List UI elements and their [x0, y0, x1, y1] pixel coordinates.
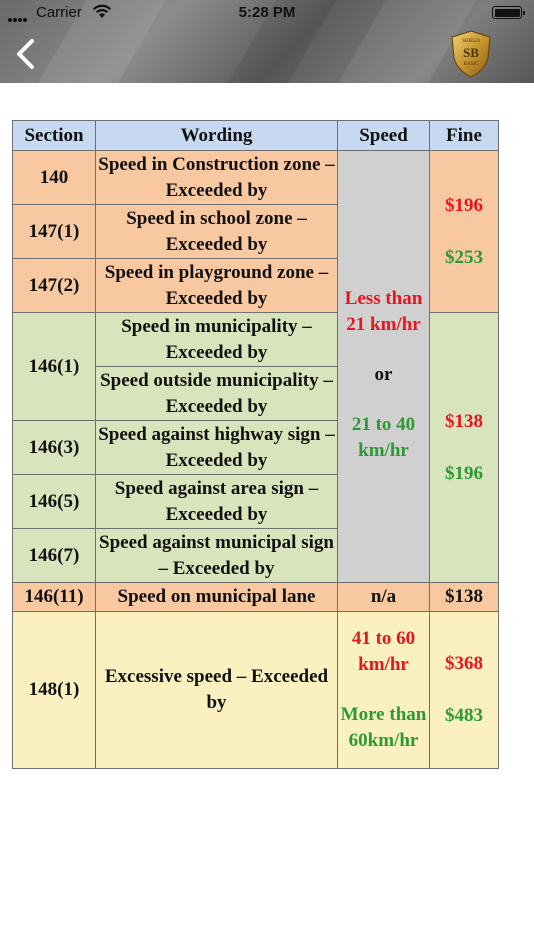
speed-low-text: 41 to 60 km/hr — [351, 628, 416, 675]
wifi-icon — [93, 4, 111, 18]
table-row: 147(2) Speed in playground zone – Exceed… — [12, 258, 499, 313]
wording-cell: Speed outside municipality – Exceeded by — [95, 366, 338, 421]
wording-cell: Excessive speed – Exceeded by — [95, 611, 338, 769]
battery-icon — [492, 6, 525, 19]
wording-cell: Speed in Construction zone – Exceeded by — [95, 150, 338, 205]
nav-header: Carrier 5:28 PM SHIELD SB BASIC — [0, 0, 534, 83]
wording-cell: Speed against highway sign – Exceeded by — [95, 420, 338, 475]
table-row: 148(1) Excessive speed – Exceeded by 41 … — [12, 611, 499, 769]
speed-high-text: 21 to 40 km/hr — [351, 413, 416, 461]
wording-cell: Speed in school zone – Exceeded by — [95, 204, 338, 259]
section-cell: 146(11) — [12, 582, 96, 612]
wording-cell: Speed in municipality – Exceeded by — [95, 312, 338, 367]
table-row: 146(7) Speed against municipal sign – Ex… — [12, 528, 499, 583]
fine-orange-cell: $196 $253 — [429, 150, 499, 313]
wording-cell: Speed on municipal lane — [95, 582, 338, 612]
speed-low-text: Less than 21 km/hr — [344, 287, 423, 335]
fine-high-text: $483 — [445, 705, 483, 726]
table-row: 146(3) Speed against highway sign – Exce… — [12, 420, 499, 475]
signal-icon — [8, 9, 28, 26]
wording-cell: Speed against area sign – Exceeded by — [95, 474, 338, 529]
table-row: Speed outside municipality – Exceeded by — [13, 366, 499, 421]
section-cell: 146(5) — [12, 474, 96, 529]
excessive-speed-cell: 41 to 60 km/hr More than 60km/hr — [337, 611, 430, 769]
speeding-fines-table: Section Wording Speed Fine 140 Speed in … — [12, 120, 499, 769]
table-row: 146(5) Speed against area sign – Exceede… — [12, 474, 499, 529]
status-bar: Carrier 5:28 PM — [0, 0, 534, 26]
fine-low-text: $138 — [445, 410, 483, 432]
fine-low-text: $368 — [445, 653, 483, 674]
section-cell: 140 — [12, 150, 96, 205]
speed-or-text: or — [374, 363, 393, 385]
section-cell: 146(7) — [12, 528, 96, 583]
table-row: 147(1) Speed in school zone – Exceeded b… — [12, 204, 499, 259]
fine-high-text: $196 — [445, 462, 483, 484]
carrier-label: Carrier — [36, 4, 82, 21]
logo-mid-text: SB — [463, 45, 479, 60]
section-cell: 146(1) — [12, 312, 96, 421]
header-wording: Wording — [95, 120, 338, 151]
header-speed: Speed — [337, 120, 430, 151]
section-cell: 147(1) — [12, 204, 96, 259]
wording-cell: Speed against municipal sign – Exceeded … — [95, 528, 338, 583]
logo-bottom-text: BASIC — [464, 62, 479, 67]
table-header-row: Section Wording Speed Fine — [12, 120, 499, 151]
table-row: 140 Speed in Construction zone – Exceede… — [12, 150, 499, 583]
status-time: 5:28 PM — [238, 4, 296, 21]
shield-logo-icon: SHIELD SB BASIC — [451, 30, 491, 78]
fine-cell: $138 — [429, 582, 499, 612]
header-section: Section — [12, 120, 96, 151]
speed-cell: n/a — [337, 582, 430, 612]
logo-top-text: SHIELD — [462, 39, 480, 44]
header-fine: Fine — [429, 120, 499, 151]
section-cell: 147(2) — [12, 258, 96, 313]
speed-high-text: More than 60km/hr — [340, 704, 427, 751]
fine-green-cell: $138 $196 — [429, 312, 499, 583]
fine-low-text: $196 — [445, 194, 483, 216]
section-cell: 146(3) — [12, 420, 96, 475]
fine-high-text: $253 — [445, 246, 483, 268]
table-row: 146(1) Speed in municipality – Exceeded … — [12, 312, 499, 583]
speed-range-cell: Less than 21 km/hr or 21 to 40 km/hr — [337, 150, 430, 583]
back-chevron-icon[interactable] — [10, 36, 44, 72]
wording-cell: Speed in playground zone – Exceeded by — [95, 258, 338, 313]
excessive-fine-cell: $368 $483 — [429, 611, 499, 769]
section-cell: 148(1) — [12, 611, 96, 769]
table-row: 146(11) Speed on municipal lane n/a $138 — [12, 582, 499, 612]
